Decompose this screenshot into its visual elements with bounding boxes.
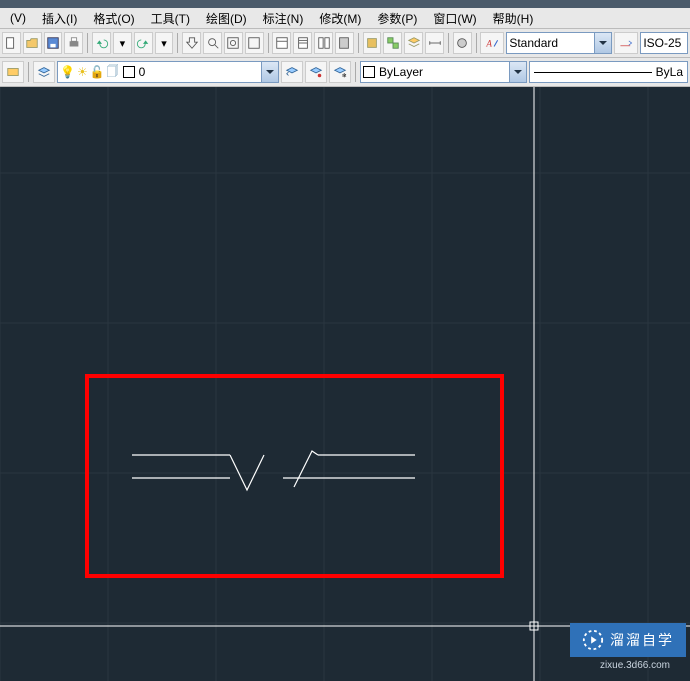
dim-style-icon[interactable] xyxy=(425,32,444,54)
canvas-svg xyxy=(0,87,690,681)
linetype-preview xyxy=(534,72,652,73)
separator xyxy=(268,33,269,53)
sheet-icon[interactable] xyxy=(293,32,312,54)
color-swatch xyxy=(363,66,375,78)
undo-dropdown-icon[interactable]: ▾ xyxy=(113,32,132,54)
linetype-select[interactable]: ByLa xyxy=(529,61,688,83)
layer-iso-icon[interactable] xyxy=(305,61,327,83)
redo-icon[interactable] xyxy=(134,32,153,54)
text-style-value: Standard xyxy=(509,36,558,50)
dropdown-arrow-icon[interactable] xyxy=(594,33,611,53)
layer-freeze-icon[interactable]: ❄ xyxy=(329,61,351,83)
render-icon[interactable] xyxy=(453,32,472,54)
toolbar-layers: 💡 ☀ 🔓 🗍 0 ❄ ByLayer ByLa xyxy=(0,58,690,87)
layer-mgr-icon[interactable] xyxy=(404,32,423,54)
separator xyxy=(355,62,356,82)
watermark-url: zixue.3d66.com xyxy=(600,660,670,671)
color-value: ByLayer xyxy=(379,65,423,79)
undo-icon[interactable] xyxy=(92,32,111,54)
menu-draw[interactable]: 绘图(D) xyxy=(198,8,255,29)
separator xyxy=(177,33,178,53)
redo-dropdown-icon[interactable]: ▾ xyxy=(155,32,174,54)
zoom-icon[interactable] xyxy=(203,32,222,54)
properties-icon[interactable] xyxy=(272,32,291,54)
dropdown-arrow-icon[interactable] xyxy=(509,62,526,82)
dropdown-arrow-icon[interactable] xyxy=(261,62,278,82)
menu-tools[interactable]: 工具(T) xyxy=(143,8,198,29)
zoom-window-icon[interactable] xyxy=(224,32,243,54)
menu-window[interactable]: 窗口(W) xyxy=(425,8,484,29)
layer-select[interactable]: 💡 ☀ 🔓 🗍 0 xyxy=(57,61,279,83)
tool-palette-icon[interactable] xyxy=(314,32,333,54)
separator xyxy=(448,33,449,53)
watermark-text: 溜溜自学 xyxy=(610,630,674,650)
menu-view[interactable]: (V) xyxy=(2,9,34,27)
drawing-canvas[interactable]: 溜溜自学 zixue.3d66.com xyxy=(0,87,690,681)
play-icon xyxy=(582,629,604,651)
separator xyxy=(28,62,29,82)
dim-style-select[interactable]: ISO-25 xyxy=(640,32,688,54)
text-style-icon[interactable]: A xyxy=(480,32,504,54)
menu-param[interactable]: 参数(P) xyxy=(369,8,425,29)
watermark-badge: 溜溜自学 xyxy=(570,623,686,657)
separator xyxy=(87,33,88,53)
dim-tool-icon[interactable] xyxy=(614,32,638,54)
bulb-icon: 💡 xyxy=(60,65,75,79)
new-icon[interactable] xyxy=(2,32,21,54)
calc-icon[interactable] xyxy=(335,32,354,54)
save-icon[interactable] xyxy=(44,32,63,54)
sun-icon: ☀ xyxy=(77,65,88,79)
svg-text:❄: ❄ xyxy=(342,72,347,79)
separator xyxy=(358,33,359,53)
svg-text:A: A xyxy=(486,39,493,49)
dim-style-value: ISO-25 xyxy=(643,36,681,50)
menu-insert[interactable]: 插入(I) xyxy=(34,8,85,29)
menu-help[interactable]: 帮助(H) xyxy=(485,8,542,29)
layer-props-icon[interactable] xyxy=(33,61,55,83)
toolbar-standard: ▾ ▾ A Standard ISO-25 xyxy=(0,29,690,58)
menu-format[interactable]: 格式(O) xyxy=(85,8,142,29)
plot-icon: 🗍 xyxy=(107,62,119,83)
menu-modify[interactable]: 修改(M) xyxy=(311,8,369,29)
menu-dim[interactable]: 标注(N) xyxy=(255,8,312,29)
zoom-extents-icon[interactable] xyxy=(245,32,264,54)
block-icon[interactable] xyxy=(363,32,382,54)
layer-color-swatch xyxy=(123,66,135,78)
print-icon[interactable] xyxy=(64,32,83,54)
app-root: (V) 插入(I) 格式(O) 工具(T) 绘图(D) 标注(N) 修改(M) … xyxy=(0,0,690,681)
linetype-value: ByLa xyxy=(656,65,683,79)
separator xyxy=(476,33,477,53)
layer-name: 0 xyxy=(139,65,146,79)
lock-icon: 🔓 xyxy=(90,65,105,79)
xref-icon[interactable] xyxy=(383,32,402,54)
color-select[interactable]: ByLayer xyxy=(360,61,527,83)
text-style-select[interactable]: Standard xyxy=(506,32,612,54)
open-icon[interactable] xyxy=(23,32,42,54)
pan-icon[interactable] xyxy=(182,32,201,54)
menu-bar: (V) 插入(I) 格式(O) 工具(T) 绘图(D) 标注(N) 修改(M) … xyxy=(0,8,690,29)
layer-previous-icon[interactable] xyxy=(281,61,303,83)
layer-states-icon[interactable] xyxy=(2,61,24,83)
